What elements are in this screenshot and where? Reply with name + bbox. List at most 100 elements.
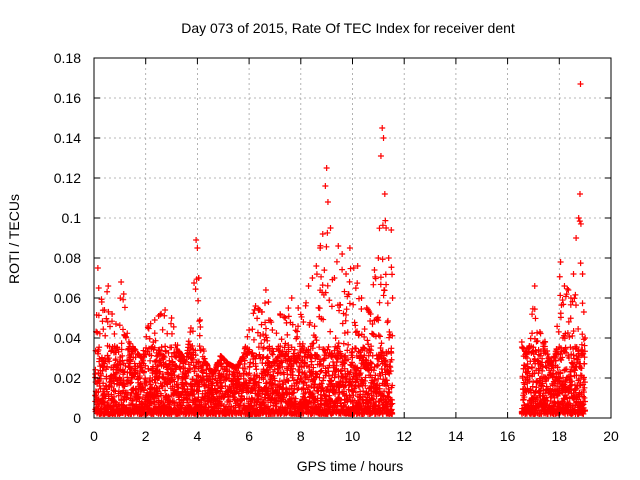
data-point xyxy=(98,299,105,305)
data-point xyxy=(136,373,143,380)
data-point xyxy=(209,371,216,377)
data-point xyxy=(554,323,561,330)
y-tick-label: 0.02 xyxy=(54,370,81,386)
data-point xyxy=(196,332,203,339)
data-point xyxy=(281,344,288,351)
data-point xyxy=(100,326,107,333)
data-point xyxy=(547,397,554,404)
data-point xyxy=(309,345,316,352)
data-point xyxy=(269,327,276,333)
data-point xyxy=(112,321,119,327)
data-point xyxy=(582,398,588,405)
data-point xyxy=(371,378,378,385)
data-point xyxy=(352,322,359,329)
data-point xyxy=(290,377,297,384)
data-point xyxy=(147,357,154,364)
data-point xyxy=(384,380,391,387)
data-point xyxy=(215,367,222,374)
data-point xyxy=(386,334,393,341)
data-point xyxy=(254,329,261,336)
data-point xyxy=(114,344,121,351)
data-point xyxy=(182,373,189,380)
data-point xyxy=(180,383,187,390)
data-point xyxy=(578,365,585,372)
data-point xyxy=(289,368,296,375)
data-point xyxy=(332,390,339,397)
data-point xyxy=(193,237,200,243)
data-point xyxy=(524,354,531,361)
data-point xyxy=(146,335,153,342)
data-point xyxy=(288,344,295,351)
data-point xyxy=(381,388,388,395)
x-axis-tick-labels: 0 2 4 6 8 10 12 14 16 18 20 xyxy=(90,428,619,444)
data-point xyxy=(526,343,533,349)
data-point xyxy=(331,374,338,381)
data-point xyxy=(310,340,317,347)
data-point xyxy=(529,311,536,318)
data-point xyxy=(325,373,332,380)
data-point xyxy=(246,364,253,371)
data-point xyxy=(94,265,101,271)
data-point xyxy=(106,358,113,365)
data-point xyxy=(112,356,119,363)
data-point xyxy=(250,336,257,343)
data-point xyxy=(312,334,319,341)
data-point xyxy=(354,280,361,287)
data-point xyxy=(572,386,579,393)
data-point xyxy=(320,316,327,323)
data-point xyxy=(339,266,346,273)
data-point xyxy=(321,267,328,274)
x-tick-label: 14 xyxy=(448,428,464,444)
data-point xyxy=(187,329,194,336)
data-point xyxy=(389,409,396,416)
data-point xyxy=(165,371,172,378)
data-point xyxy=(382,217,389,224)
data-point xyxy=(333,359,340,366)
data-point xyxy=(103,315,110,322)
data-point xyxy=(174,342,181,349)
data-point xyxy=(521,394,528,401)
data-point xyxy=(292,395,299,402)
data-point xyxy=(104,363,111,370)
data-point xyxy=(314,371,321,378)
data-point xyxy=(354,364,361,371)
data-point xyxy=(370,367,377,374)
data-point xyxy=(171,372,178,379)
data-point xyxy=(111,393,118,400)
data-point xyxy=(380,135,387,141)
data-point xyxy=(138,364,145,371)
data-point xyxy=(158,344,165,351)
data-point xyxy=(375,255,382,261)
data-point xyxy=(378,340,385,347)
y-axis-tick-labels: 0 0.02 0.04 0.06 0.08 0.1 0.12 0.14 0.16 0.18 xyxy=(54,50,81,426)
data-point xyxy=(295,305,302,311)
data-point xyxy=(156,368,163,375)
data-point xyxy=(565,287,572,293)
data-point xyxy=(115,348,122,355)
data-point xyxy=(182,359,189,365)
data-point xyxy=(270,348,277,355)
data-point xyxy=(253,352,260,359)
data-point xyxy=(101,392,108,399)
data-point xyxy=(543,394,550,401)
data-point xyxy=(309,275,316,281)
data-point xyxy=(534,337,541,344)
data-point xyxy=(105,283,112,289)
data-point xyxy=(345,341,352,348)
data-point xyxy=(580,336,587,343)
data-point xyxy=(222,382,229,389)
data-point xyxy=(525,365,532,372)
data-point xyxy=(388,345,395,352)
data-point xyxy=(375,361,382,368)
data-point xyxy=(521,362,528,369)
data-point xyxy=(316,344,323,351)
grid-lines xyxy=(94,58,611,418)
data-point xyxy=(169,383,176,390)
data-point xyxy=(132,347,139,353)
data-point xyxy=(552,351,559,357)
data-point xyxy=(285,305,292,312)
data-point xyxy=(127,380,134,387)
data-point xyxy=(383,377,390,384)
data-point xyxy=(184,386,191,393)
